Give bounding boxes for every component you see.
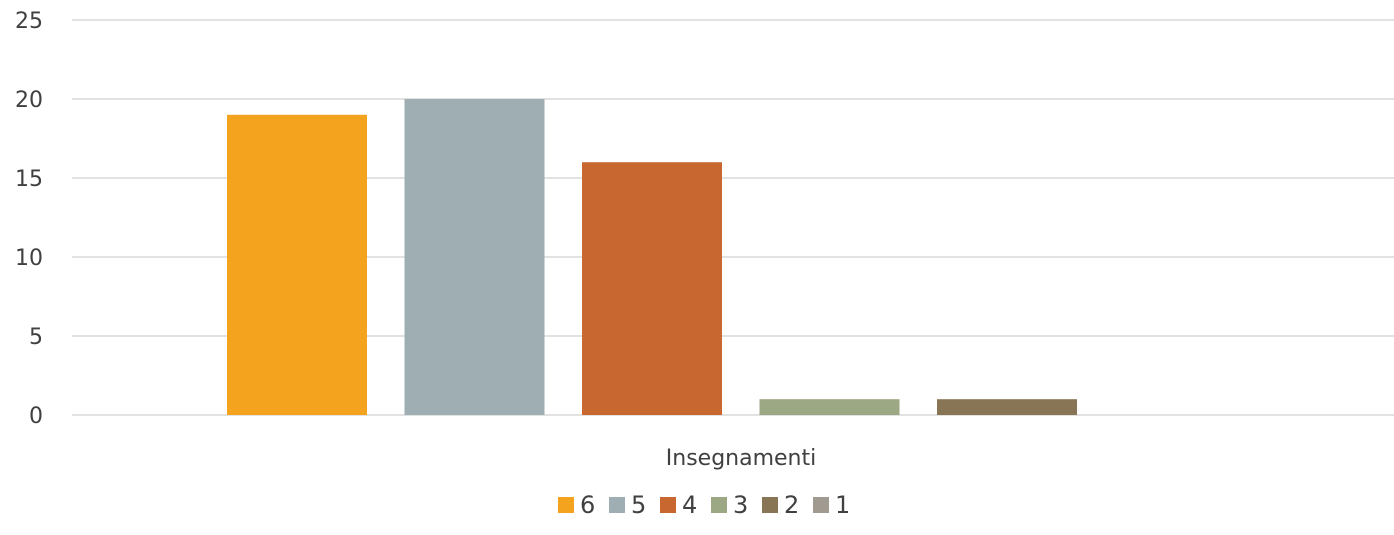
legend-swatch xyxy=(711,497,727,513)
bar-series-4 xyxy=(582,162,722,415)
x-axis-categories: Insegnamenti xyxy=(666,446,816,471)
legend-label: 6 xyxy=(580,491,595,519)
bar-series-6 xyxy=(227,114,367,416)
bars xyxy=(227,99,1077,416)
legend-swatch xyxy=(558,497,574,513)
legend-item-5: 5 xyxy=(609,491,646,519)
bar-series-3 xyxy=(759,399,900,415)
x-category-label: Insegnamenti xyxy=(666,446,816,471)
legend-item-3: 3 xyxy=(711,491,748,519)
legend-label: 5 xyxy=(631,491,646,519)
y-axis-ticks: 0 5 10 15 20 25 xyxy=(15,9,43,429)
y-tick-label: 25 xyxy=(15,9,43,34)
legend-item-1: 1 xyxy=(813,491,850,519)
legend-item-2: 2 xyxy=(762,491,799,519)
legend-label: 1 xyxy=(835,491,850,519)
legend-label: 4 xyxy=(682,491,697,519)
bar-series-5 xyxy=(404,99,545,415)
y-tick-label: 15 xyxy=(15,167,43,192)
legend-swatch xyxy=(609,497,625,513)
legend-swatch xyxy=(762,497,778,513)
legend-item-4: 4 xyxy=(660,491,697,519)
legend: 6 5 4 3 2 1 xyxy=(558,491,850,519)
legend-swatch xyxy=(660,497,676,513)
bar-series-2 xyxy=(937,399,1077,415)
legend-item-6: 6 xyxy=(558,491,595,519)
y-tick-label: 10 xyxy=(15,246,43,271)
legend-label: 2 xyxy=(784,491,799,519)
legend-swatch xyxy=(813,497,829,513)
legend-label: 3 xyxy=(733,491,748,519)
y-tick-label: 0 xyxy=(29,404,43,429)
y-tick-label: 5 xyxy=(29,325,43,350)
y-tick-label: 20 xyxy=(15,88,43,113)
